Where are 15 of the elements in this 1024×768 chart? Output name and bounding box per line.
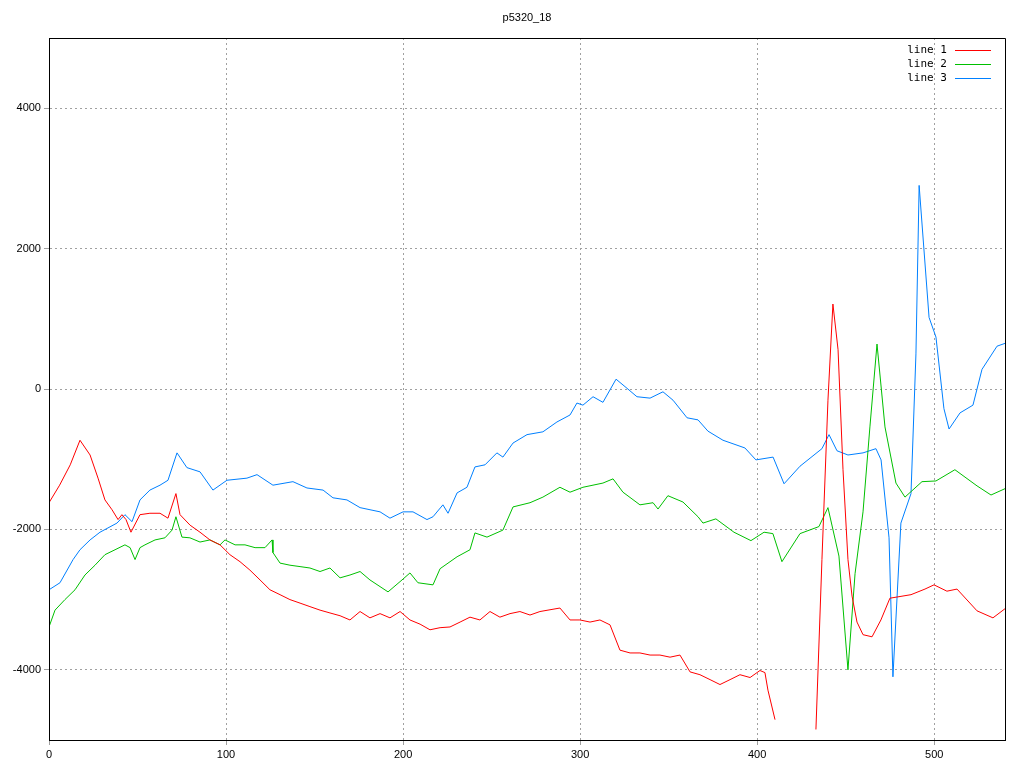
x-tick-label: 500 <box>925 747 944 760</box>
y-tick-label: -2000 <box>12 522 41 535</box>
legend-label: line 3 <box>907 70 947 84</box>
y-tick-label: 2000 <box>16 241 41 254</box>
legend-label: line 2 <box>907 56 947 70</box>
y-tick-label: -4000 <box>12 662 41 675</box>
x-tick-label: 0 <box>45 747 53 760</box>
x-tick-label: 400 <box>747 747 767 760</box>
chart-title: p5320_18 <box>502 11 552 24</box>
legend-label: line 1 <box>907 42 947 56</box>
x-tick-label: 100 <box>216 747 236 760</box>
y-tick-label: 0 <box>34 382 41 395</box>
y-tick-label: 4000 <box>16 101 41 114</box>
x-tick-label: 200 <box>393 747 413 760</box>
x-tick-label: 300 <box>570 747 590 760</box>
